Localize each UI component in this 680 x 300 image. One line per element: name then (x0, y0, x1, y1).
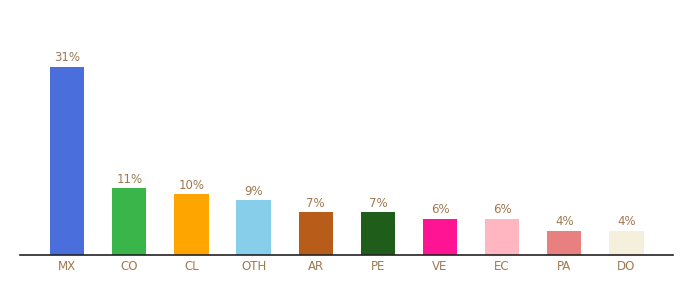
Text: 7%: 7% (369, 197, 387, 210)
Bar (609, 231, 643, 255)
Text: 9%: 9% (244, 185, 263, 198)
Text: 10%: 10% (178, 179, 205, 192)
Bar (423, 218, 457, 255)
Bar (485, 218, 520, 255)
Bar (50, 67, 84, 255)
Bar (237, 200, 271, 255)
Bar (112, 188, 146, 255)
Text: 6%: 6% (493, 203, 511, 216)
Text: 4%: 4% (617, 215, 636, 228)
Text: 4%: 4% (555, 215, 574, 228)
Text: 11%: 11% (116, 173, 142, 186)
Bar (299, 212, 333, 255)
Bar (174, 194, 209, 255)
Bar (547, 231, 581, 255)
Bar (361, 212, 395, 255)
Text: 31%: 31% (54, 51, 80, 64)
Text: 7%: 7% (307, 197, 325, 210)
Text: 6%: 6% (430, 203, 449, 216)
